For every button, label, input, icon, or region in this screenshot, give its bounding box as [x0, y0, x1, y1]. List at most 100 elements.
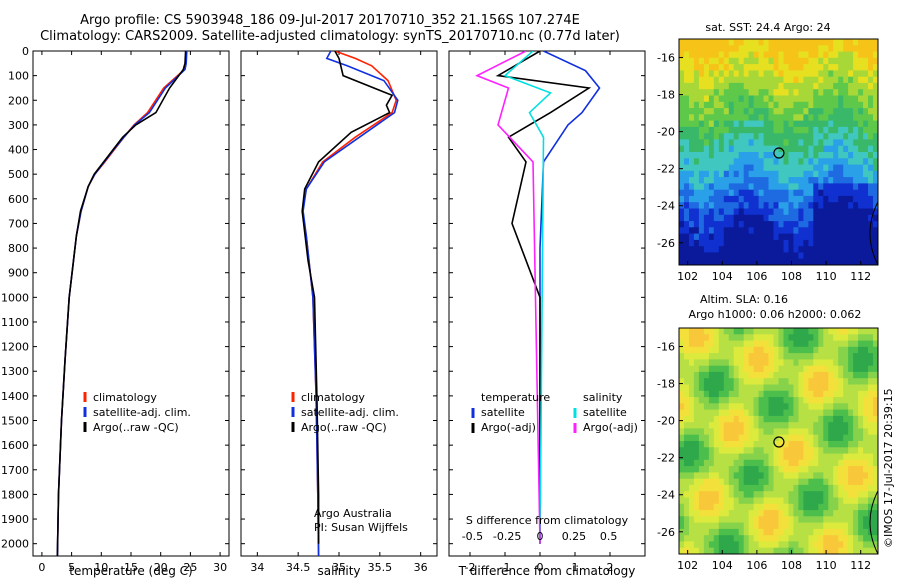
map-cell	[708, 422, 715, 429]
map-cell	[808, 227, 814, 234]
map-cell	[753, 89, 759, 96]
map-cell	[743, 227, 750, 234]
map-cell	[708, 390, 715, 398]
map-cell	[783, 145, 789, 153]
map-cell	[773, 415, 779, 423]
map-cell	[708, 378, 715, 385]
map-cell	[813, 346, 819, 354]
map-cell	[828, 328, 834, 335]
map-cell	[813, 409, 819, 417]
map-cell	[748, 447, 754, 454]
map-cell	[763, 39, 769, 46]
map-cell	[763, 434, 769, 442]
map-cell	[689, 64, 695, 71]
map-cell	[689, 45, 695, 52]
map-cell	[763, 510, 769, 517]
map-cell	[738, 170, 745, 178]
map-cell	[823, 183, 829, 191]
map-cell	[693, 541, 700, 549]
map-cell	[853, 114, 859, 121]
map-cell	[833, 535, 839, 542]
map-cell	[758, 535, 764, 542]
map-cell	[808, 346, 814, 354]
map-cell	[803, 64, 809, 71]
map-cell	[758, 522, 764, 530]
map-x-tick-label: 112	[850, 270, 871, 283]
map-cell	[708, 152, 715, 159]
map-cell	[873, 89, 879, 96]
map-cell	[708, 434, 715, 442]
map-cell	[783, 522, 789, 530]
map-cell	[838, 101, 844, 109]
map-cell	[833, 328, 839, 335]
map-cell	[793, 95, 799, 103]
map-cell	[828, 57, 834, 65]
map-cell	[753, 466, 759, 473]
map-cell	[693, 51, 700, 59]
map-cell	[763, 114, 769, 121]
map-cell	[848, 522, 854, 530]
map-cell	[803, 76, 809, 84]
map-cell	[689, 353, 695, 360]
map-cell	[833, 403, 839, 410]
map-cell	[753, 541, 759, 549]
map-cell	[873, 227, 879, 234]
map-cell	[743, 95, 750, 103]
map-cell	[853, 359, 859, 367]
map-cell	[748, 45, 754, 52]
map-cell	[748, 415, 754, 423]
map-cell	[684, 371, 690, 379]
map-cell	[679, 139, 685, 147]
map-cell	[848, 152, 854, 159]
map-cell	[813, 428, 819, 436]
map-cell	[793, 76, 799, 84]
map-cell	[773, 227, 779, 234]
map-cell	[863, 70, 869, 78]
map-cell	[853, 484, 859, 492]
map-cell	[808, 365, 814, 373]
map-cell	[863, 126, 869, 134]
map-cell	[708, 415, 715, 423]
map-cell	[713, 51, 720, 59]
map-cell	[868, 82, 874, 90]
map-cell	[768, 497, 774, 505]
map-cell	[679, 510, 685, 517]
map-cell	[793, 45, 799, 52]
map-cell	[768, 384, 774, 392]
map-cell	[778, 202, 784, 209]
map-cell	[828, 516, 834, 523]
map-cell	[823, 497, 829, 505]
map-cell	[838, 70, 844, 78]
map-cell	[693, 45, 700, 52]
map-cell	[823, 70, 829, 78]
map-cell	[818, 258, 824, 266]
map-cell	[848, 57, 854, 65]
map-cell	[758, 202, 764, 209]
map-cell	[693, 139, 700, 147]
map-cell	[873, 208, 879, 216]
map-cell	[828, 503, 834, 511]
map-cell	[818, 170, 824, 178]
map-cell	[853, 328, 859, 335]
map-cell	[853, 239, 859, 247]
map-cell	[793, 39, 799, 46]
map-cell	[863, 76, 869, 84]
map-cell	[684, 378, 690, 385]
map-cell	[803, 441, 809, 448]
map-cell	[689, 126, 695, 134]
map-cell	[718, 57, 725, 65]
map-cell	[853, 365, 859, 373]
map-cell	[813, 208, 819, 216]
map-cell	[788, 390, 794, 398]
map-cell	[858, 447, 864, 454]
map-cell	[778, 472, 784, 480]
map-cell	[708, 195, 715, 203]
map-cell	[803, 246, 809, 253]
map-cell	[868, 183, 874, 191]
map-cell	[718, 365, 725, 373]
map-cell	[689, 434, 695, 442]
map-cell	[828, 340, 834, 348]
map-cell	[753, 82, 759, 90]
map-cell	[793, 239, 799, 247]
map-cell	[793, 378, 799, 385]
